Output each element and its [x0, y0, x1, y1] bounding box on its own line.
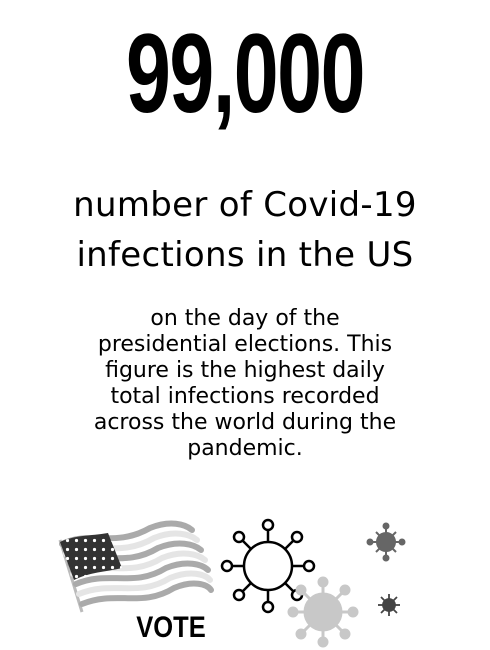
virus-small-icon — [366, 522, 406, 562]
virus-outline-icon — [220, 518, 316, 614]
body-line-1: on the day of the — [150, 306, 340, 331]
headline: number of Covid-19 infections in the US — [0, 180, 490, 280]
virus-large-gray-icon — [287, 576, 359, 648]
us-flag-icon — [58, 520, 214, 613]
headline-line-2: infections in the US — [76, 235, 414, 275]
icon-row — [58, 518, 406, 648]
virus-tiny-icon — [378, 594, 400, 616]
body-line-2: presidential elections. This — [97, 332, 393, 357]
body-line-3: figure is the highest daily — [105, 358, 385, 383]
vote-label: VOTE — [136, 611, 206, 644]
headline-line-1: number of Covid-19 — [73, 185, 417, 225]
body-line-4: total infections recorded — [110, 384, 380, 409]
body-line-5: across the world during the — [93, 410, 397, 435]
body-text: on the day of the presidential elections… — [40, 306, 450, 462]
body-line-6: pandemic. — [187, 436, 303, 461]
headline-number: 99,000 — [125, 11, 365, 136]
